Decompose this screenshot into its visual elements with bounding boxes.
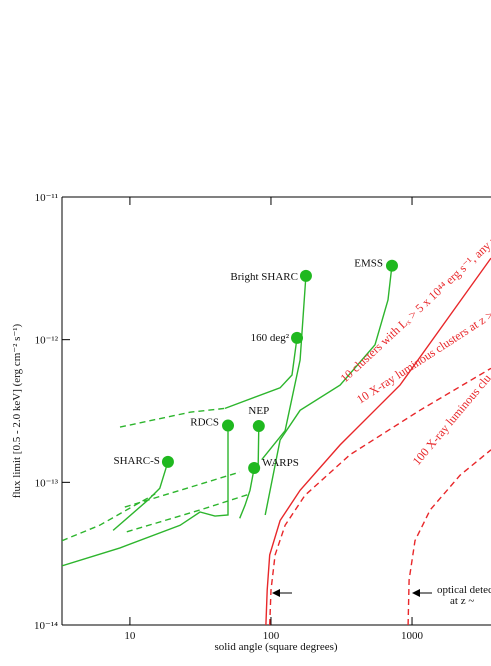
note: optical detec: [437, 584, 491, 596]
point: [222, 419, 235, 432]
curve: [261, 275, 307, 461]
note: at z ~: [450, 595, 474, 607]
point-label: Bright SHARC: [230, 271, 298, 283]
curve: [126, 493, 251, 533]
y-tick-label: 10⁻¹³: [35, 477, 59, 489]
point: [385, 259, 398, 272]
curve: [407, 449, 491, 625]
point-label: 160 deg²: [251, 332, 290, 344]
point-label: SHARC-S: [113, 455, 159, 467]
x-axis-label: solid angle (square degrees): [214, 641, 337, 653]
point: [248, 462, 261, 475]
y-tick-label: 10⁻¹²: [35, 335, 59, 347]
point-label: WARPS: [262, 457, 299, 469]
point: [299, 269, 312, 282]
point: [252, 420, 265, 433]
point: [161, 455, 174, 468]
curve: [112, 461, 169, 531]
curve: [265, 257, 491, 625]
plot-area: 10 clusters with Lₓ > 5 x 10⁴⁴ erg s⁻¹, …: [62, 233, 491, 625]
y-axis-label: flux limit [0.5 - 2.0 keV] (erg cm⁻² s⁻¹…: [11, 323, 23, 498]
curve: [119, 407, 226, 428]
x-tick-label: 1000: [401, 630, 424, 642]
y-tick-label: 10⁻¹¹: [35, 192, 58, 204]
curve: [62, 425, 229, 567]
curve: [62, 493, 156, 542]
point-label: RDCS: [190, 417, 219, 429]
curve: [239, 467, 255, 519]
point: [291, 331, 304, 344]
x-tick-label: 10: [124, 630, 136, 642]
curve: [124, 471, 240, 508]
axes: [61, 196, 491, 626]
y-tick-label: 10⁻¹⁴: [34, 620, 58, 632]
x-tick-label: 100: [263, 630, 280, 642]
point-label: NEP: [248, 405, 269, 417]
curve-label: 100 X-ray luminous clu: [410, 371, 491, 468]
curve: [269, 367, 491, 625]
curve: [264, 265, 393, 516]
point-label: EMSS: [354, 258, 383, 270]
curve: [224, 337, 298, 410]
curve: [257, 426, 260, 472]
